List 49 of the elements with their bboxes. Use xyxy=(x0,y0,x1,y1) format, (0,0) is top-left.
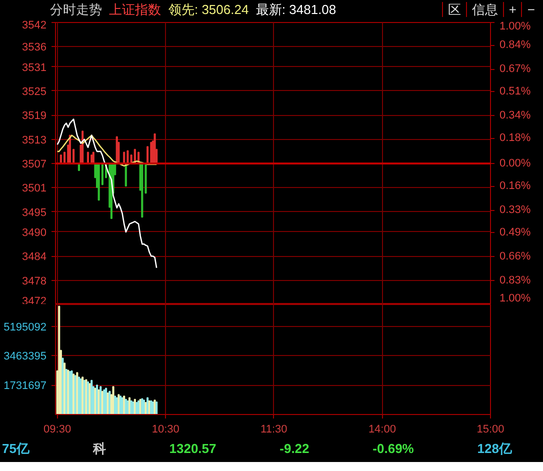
y2-tick-label: 0.33% xyxy=(500,204,531,216)
x-tick-label: 09:30 xyxy=(44,424,72,436)
y2-tick-label: 0.83% xyxy=(500,274,531,287)
text: 最新: 3481.08 xyxy=(256,2,336,17)
y-tick-label: 3513 xyxy=(22,134,47,146)
y-tick-label: 3478 xyxy=(22,275,47,288)
chart-subtitle: 上证指数 xyxy=(109,2,162,17)
line-series xyxy=(56,134,158,167)
text: 科 xyxy=(92,440,106,458)
x-tick-label: 14:00 xyxy=(368,424,396,436)
line-series xyxy=(56,118,158,268)
y-tick-label: 3495 xyxy=(22,206,47,219)
y2-tick-label: 0.16% xyxy=(500,180,531,192)
y-tick-label: 3542 xyxy=(22,20,47,32)
y-tick-label: 3536 xyxy=(22,42,47,54)
text: -0.69% xyxy=(372,440,414,458)
y-tick-label: 3501 xyxy=(22,182,47,195)
text: -9.22 xyxy=(280,440,310,458)
y2-tick-label: 0.66% xyxy=(500,250,531,263)
x-tick-label: 11:30 xyxy=(260,424,288,436)
y2-tick-label: 0.67% xyxy=(500,63,531,76)
y2-tick-label: 1.00% xyxy=(500,20,531,32)
y2-tick-label: 0.49% xyxy=(500,226,531,239)
y2-tick-label: 0.34% xyxy=(500,110,531,122)
y-tick-label: 3463395 xyxy=(4,350,47,363)
text: + xyxy=(502,2,522,17)
y-tick-label: 3525 xyxy=(22,86,47,98)
text: 75亿 xyxy=(2,440,30,458)
x-tick-label: 10:30 xyxy=(152,424,180,436)
x-tick-label: 15:00 xyxy=(476,424,504,436)
y-tick-label: 5195092 xyxy=(4,321,47,334)
y2-tick-label: 0.18% xyxy=(500,132,531,144)
y-tick-label: 1731697 xyxy=(4,380,47,392)
y-tick-label: 3490 xyxy=(22,226,47,239)
chart-title: 分时走势 xyxy=(50,2,102,17)
text: 信息 xyxy=(466,2,503,17)
text: − xyxy=(521,2,540,17)
text: 1320.57 xyxy=(169,440,216,458)
y-tick-label: 3484 xyxy=(22,251,47,264)
text: 128亿 xyxy=(477,440,512,458)
y2-tick-label: 0.00% xyxy=(500,158,531,170)
y-tick-label: 3519 xyxy=(22,110,47,122)
y2-tick-label: 0.84% xyxy=(500,39,531,52)
y-tick-label: 3531 xyxy=(22,62,47,74)
y2-tick-label: 1.00% xyxy=(500,292,531,304)
y2-tick-label: 0.51% xyxy=(500,86,531,98)
y-tick-label: 3507 xyxy=(22,158,47,170)
text: 领先: 3506.24 xyxy=(168,2,249,17)
text: 区 xyxy=(442,2,466,17)
